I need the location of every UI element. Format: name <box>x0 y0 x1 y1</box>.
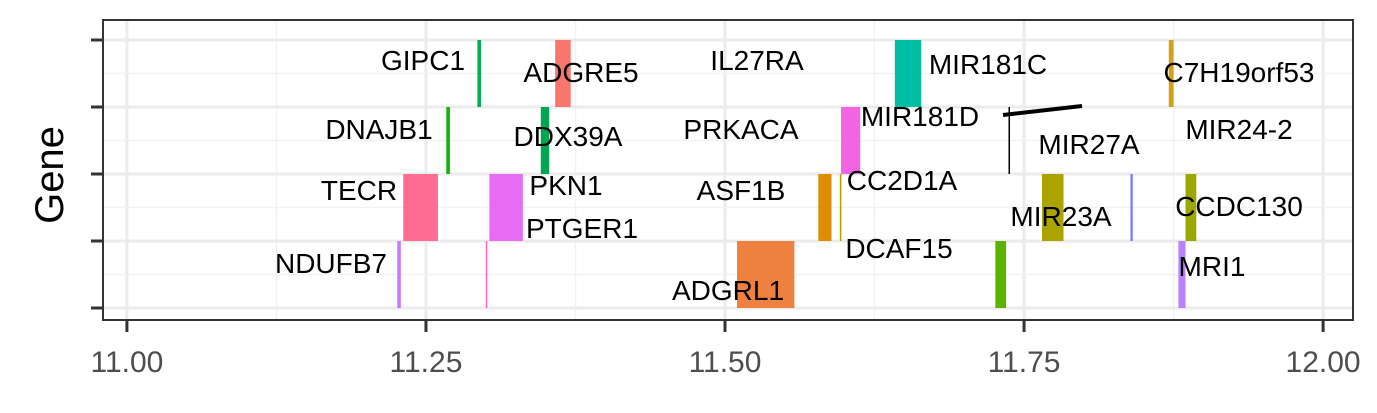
mir181d-pointer-line <box>1002 104 1083 117</box>
gene-bar-dnajb1 <box>446 107 450 174</box>
gene-bar-c7h19orf53 <box>1168 40 1174 107</box>
gene-bar-adgrl1 <box>736 241 795 308</box>
gene-bar-ndufb7 <box>397 241 401 308</box>
gene-label-ptger1: PTGER1 <box>526 213 638 244</box>
gene-label-adgrl1: ADGRL1 <box>672 275 784 306</box>
gene-label-mir23a: MIR23A <box>1010 201 1111 232</box>
x-tick-label: 11.50 <box>689 346 762 379</box>
gene-label-adgre5: ADGRE5 <box>523 57 638 88</box>
gene-bar-mir181c <box>910 40 912 107</box>
gene-label-dnajb1: DNAJB1 <box>325 114 432 145</box>
gene-bars <box>397 40 1197 308</box>
y-axis-title: Gene <box>28 126 72 224</box>
gene-bar-tecr <box>403 174 438 241</box>
gene-label-cc2d1a: CC2D1A <box>847 165 958 196</box>
panel-background <box>103 20 1353 320</box>
x-tick-label: 11.25 <box>390 346 463 379</box>
gene-label-dcaf15: DCAF15 <box>845 233 952 264</box>
x-axis-ticks: 11.00 11.25 11.50 11.75 12.00 <box>90 320 1361 379</box>
gene-label-mir181d: MIR181D <box>861 101 979 132</box>
gene-label-prkaca: PRKACA <box>683 114 798 145</box>
x-tick-label: 11.00 <box>90 346 163 379</box>
gene-bar-pkn1 <box>489 174 523 241</box>
gene-bar-il27ra <box>894 40 922 107</box>
gene-label-asf1b: ASF1B <box>697 175 786 206</box>
gene-labels: GIPC1 ADGRE5 IL27RA MIR181C C7H19orf53 DNAJB1… <box>275 45 1315 306</box>
gene-bar-prkaca <box>841 107 861 174</box>
gene-label-mri1: MRI1 <box>1179 251 1246 282</box>
gene-bar-mir23a <box>1041 174 1064 241</box>
gene-label-mir27a: MIR27A <box>1038 129 1139 160</box>
gene-label-mir181c: MIR181C <box>929 49 1047 80</box>
y-axis-ticks <box>91 38 103 310</box>
gene-bar-cc2d1a <box>839 174 842 241</box>
gene-label-tecr: TECR <box>321 175 397 206</box>
gene-label-c7h19orf53: C7H19orf53 <box>1164 57 1315 88</box>
gene-bar-ccdc130 <box>1185 174 1197 241</box>
gene-bar-gipc1 <box>477 40 481 107</box>
gene-label-pkn1: PKN1 <box>529 170 602 201</box>
gene-bar-ddx39a <box>540 107 550 174</box>
gene-bar-mri1 <box>1178 241 1186 308</box>
gene-bar-mir24-2 <box>1131 174 1133 241</box>
gene-label-il27ra: IL27RA <box>710 45 804 76</box>
panel-border <box>102 19 1354 321</box>
gene-label-ddx39a: DDX39A <box>514 121 623 152</box>
gene-bar-mir181d <box>1008 107 1011 174</box>
x-tick-label: 12.00 <box>1286 346 1361 379</box>
gene-label-ccdc130: CCDC130 <box>1175 191 1303 222</box>
gene-label-mir24-2: MIR24-2 <box>1185 114 1292 145</box>
gene-bar-asf1b <box>818 174 832 241</box>
gene-label-ndufb7: NDUFB7 <box>275 248 387 279</box>
x-tick-label: 11.75 <box>988 346 1061 379</box>
gene-bar-adgre5 <box>555 40 571 107</box>
gene-bar-dcaf15 <box>995 241 1007 308</box>
grid-lines <box>103 20 1353 320</box>
gene-label-gipc1: GIPC1 <box>381 45 465 76</box>
gene-bar-ptger1 <box>485 241 488 308</box>
